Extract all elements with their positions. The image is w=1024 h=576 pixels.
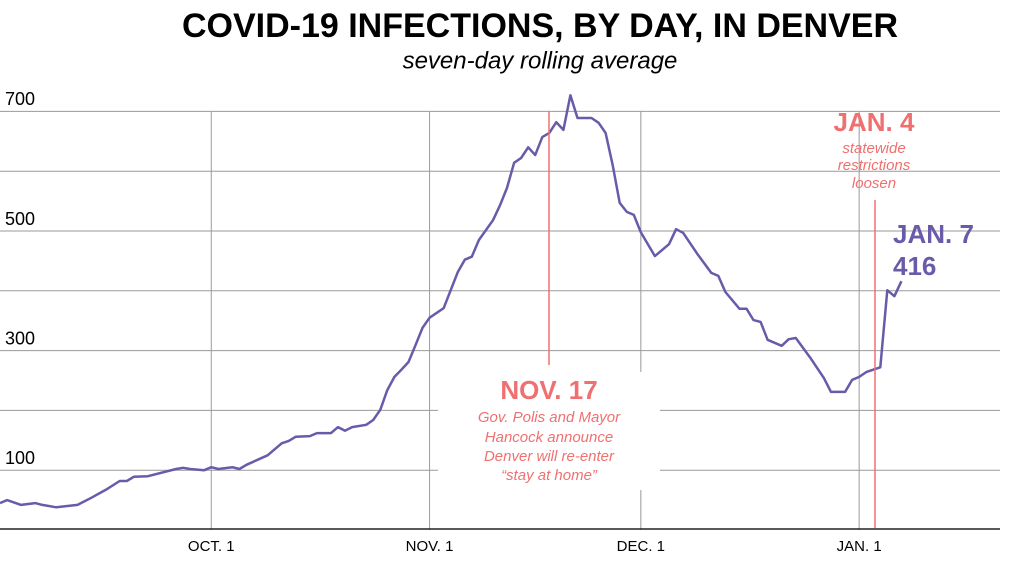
end-value: 416 [893, 251, 936, 281]
x-tick-label: NOV. 1 [406, 538, 454, 555]
y-tick-label: 500 [5, 209, 35, 229]
annotation-text: Gov. Polis and Mayor [478, 409, 621, 426]
y-tick-label: 700 [5, 89, 35, 109]
x-tick-label: OCT. 1 [188, 538, 235, 555]
annotation-text: statewide [842, 140, 905, 157]
end-label: JAN. 7 [893, 219, 974, 249]
annotation-text: Hancock announce [485, 429, 613, 446]
annotation-bg [438, 372, 660, 490]
data-line [0, 94, 903, 509]
y-tick-label: 100 [5, 448, 35, 468]
chart-title: COVID-19 INFECTIONS, BY DAY, IN DENVER [182, 7, 898, 45]
x-tick-label: DEC. 1 [617, 538, 665, 555]
annotation-label: NOV. 17 [500, 375, 597, 405]
annotation-text: restrictions [838, 157, 911, 174]
annotation-text: “stay at home” [501, 467, 598, 484]
chart-subtitle: seven-day rolling average [403, 47, 678, 74]
y-tick-label: 300 [5, 328, 35, 348]
annotation-label: JAN. 4 [834, 107, 915, 137]
annotation-text: Denver will re-enter [484, 448, 615, 465]
annotation-text: loosen [852, 175, 896, 192]
x-tick-label: JAN. 1 [837, 538, 882, 555]
